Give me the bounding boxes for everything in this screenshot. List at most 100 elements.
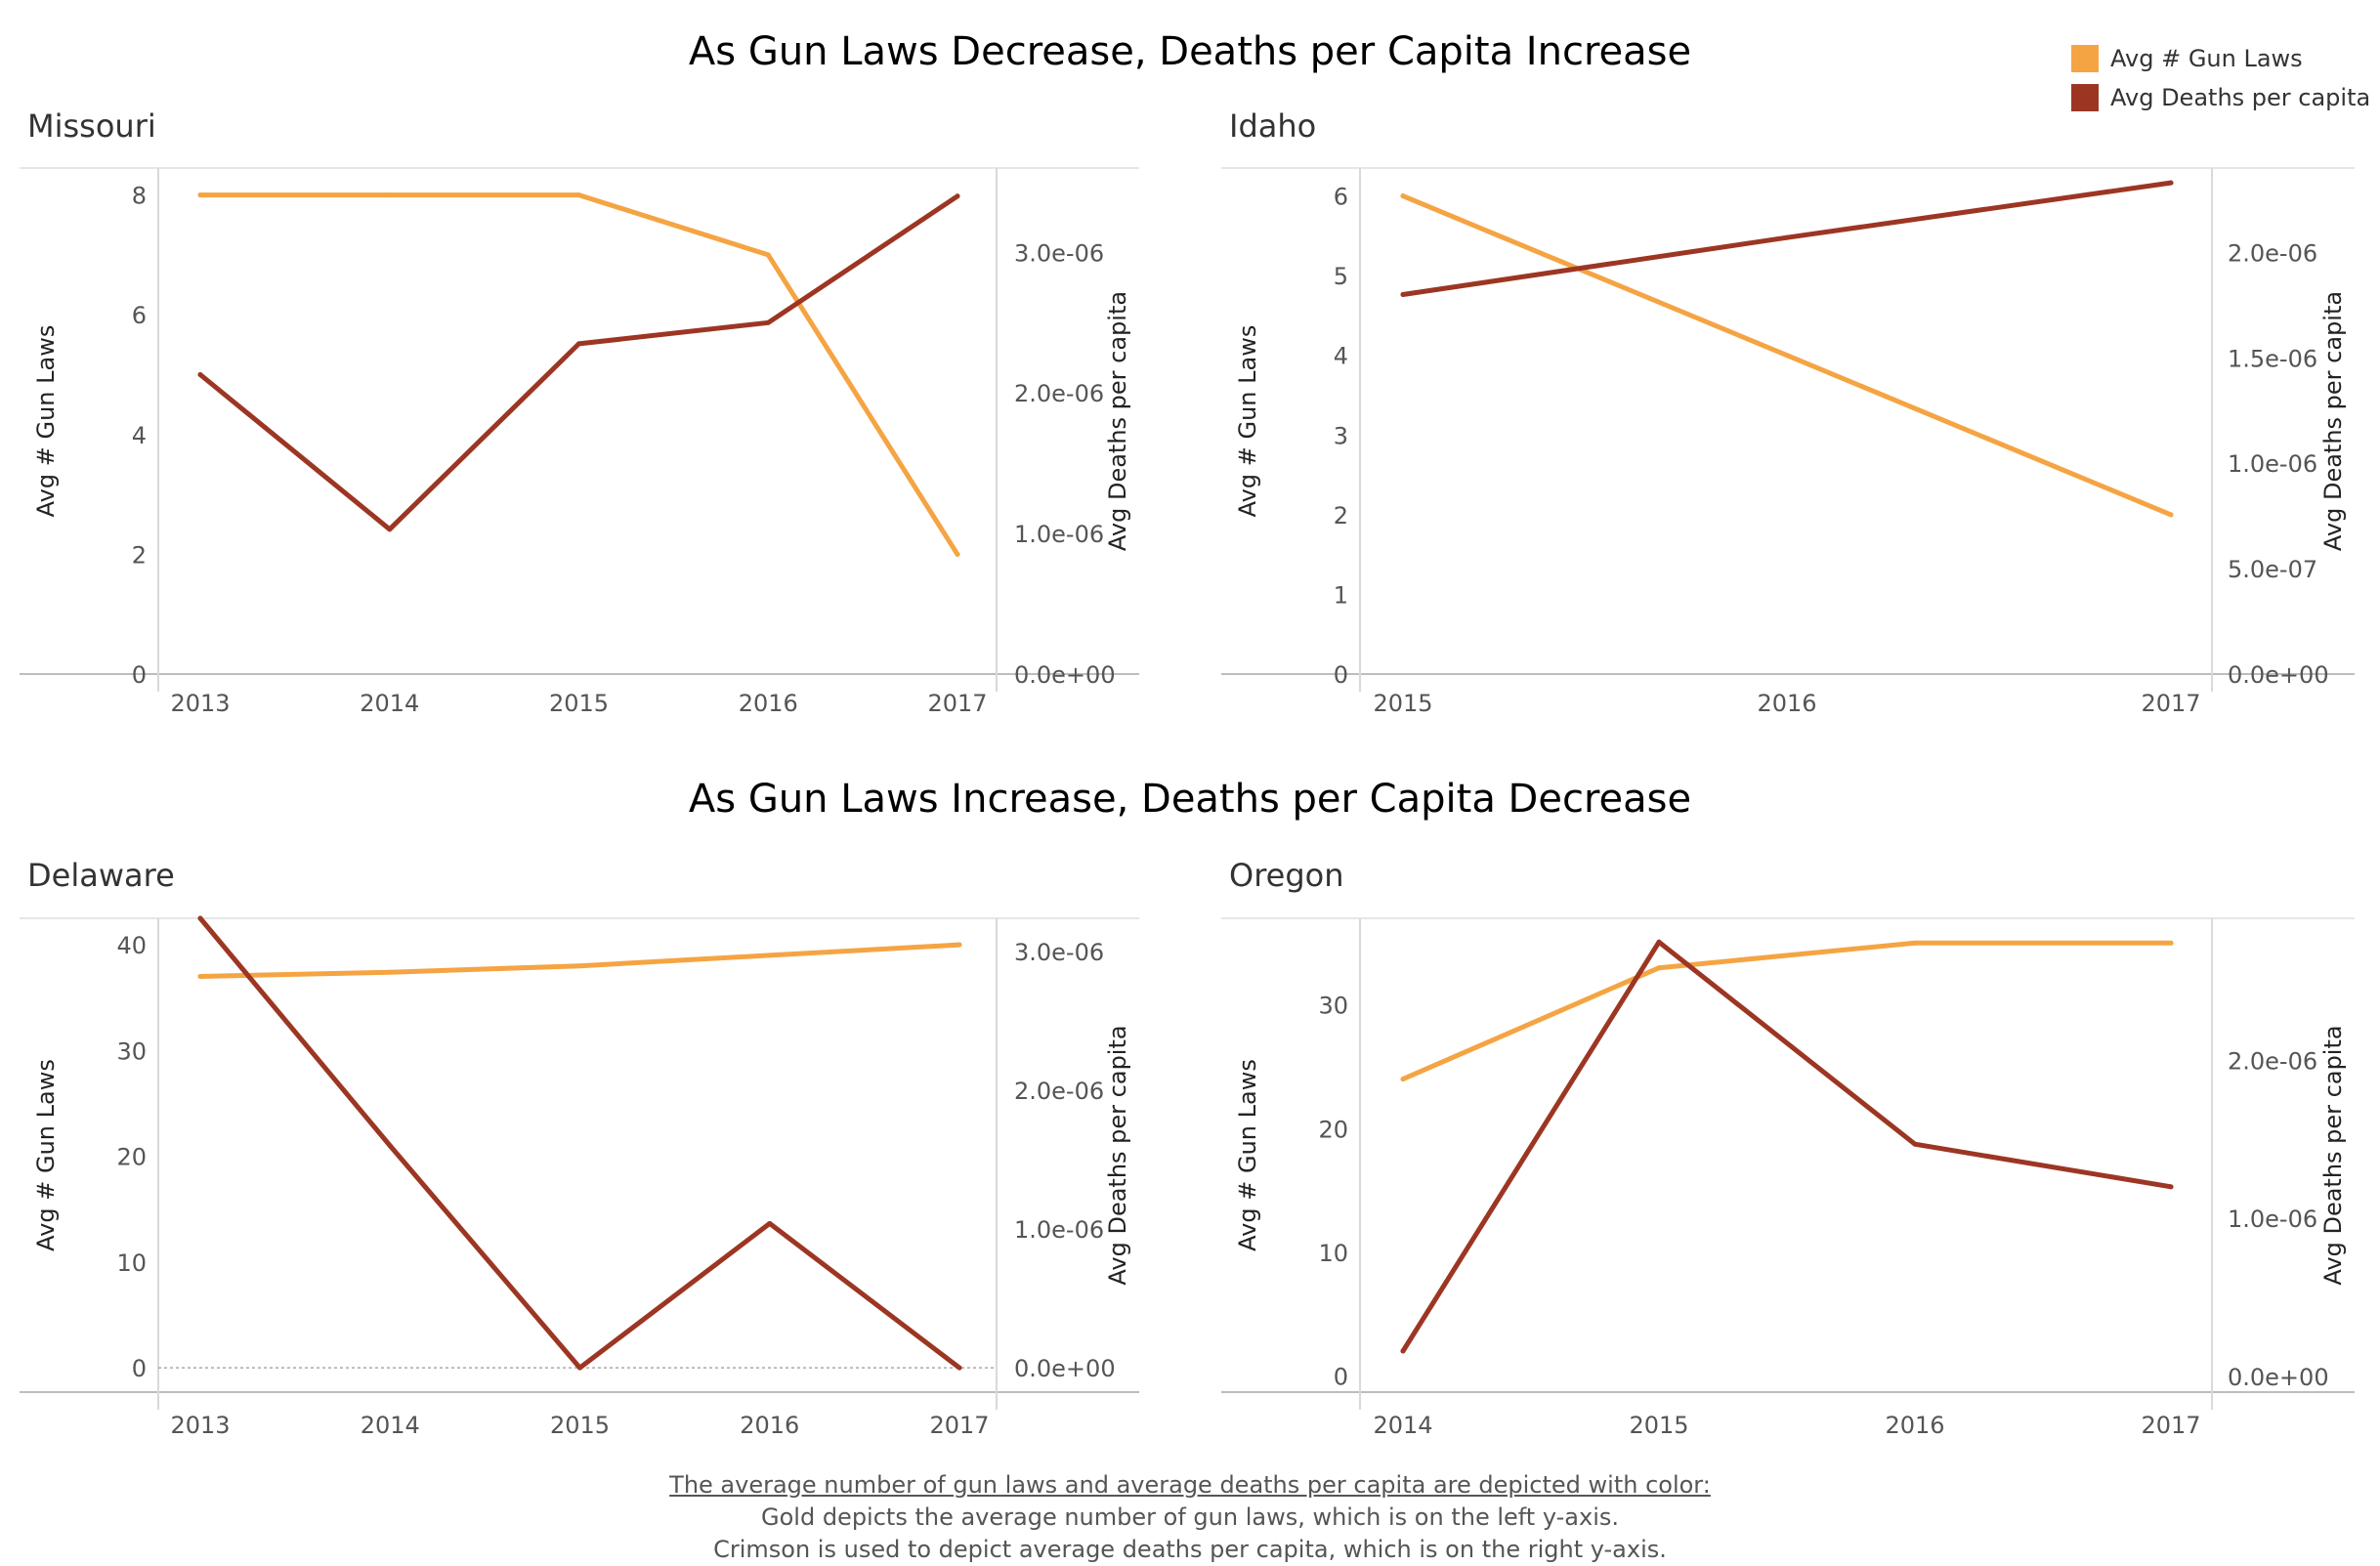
- y-tick-left-label: 20: [116, 1144, 147, 1171]
- footer-note: The average number of gun laws and avera…: [0, 1469, 2380, 1566]
- legend-swatch-gun-laws: [2071, 45, 2099, 72]
- y-tick-right-label: 0.0e+00: [1014, 661, 1116, 689]
- data-point-avg-deaths-per-capita: [387, 527, 393, 532]
- x-tick-label: 2014: [360, 690, 419, 717]
- legend-item-deaths: Avg Deaths per capita: [2071, 78, 2370, 117]
- y-axis-left-label: Avg # Gun Laws: [32, 1059, 60, 1251]
- y-axis-left-label: Avg # Gun Laws: [1234, 1059, 1261, 1251]
- footer-line-2: Gold depicts the average number of gun l…: [761, 1503, 1619, 1531]
- x-tick-label: 2016: [1885, 1412, 1944, 1439]
- chart-title-oregon: Oregon: [1229, 857, 1344, 894]
- x-tick-label: 2014: [1373, 1412, 1432, 1439]
- y-tick-right-label: 3.0e-06: [1014, 239, 1104, 267]
- y-tick-left-label: 5: [1334, 263, 1348, 290]
- y-axis-right-label: Avg Deaths per capita: [2319, 1025, 2347, 1285]
- y-tick-left-label: 2: [132, 541, 147, 569]
- data-point-avg-gun-laws: [1656, 965, 1662, 971]
- y-tick-left-label: 6: [1334, 184, 1348, 211]
- section-title-increase: As Gun Laws Increase, Deaths per Capita …: [688, 777, 1692, 822]
- data-point-avg-gun-laws: [387, 192, 393, 198]
- x-tick-label: 2017: [927, 690, 987, 717]
- data-point-avg-deaths-per-capita: [1656, 939, 1662, 945]
- y-tick-left-label: 30: [116, 1037, 147, 1065]
- data-point-avg-gun-laws: [955, 551, 960, 557]
- data-point-avg-deaths-per-capita: [197, 915, 203, 921]
- data-point-avg-deaths-per-capita: [2168, 1184, 2174, 1190]
- series-line-avg-gun-laws-delaware: [197, 942, 962, 979]
- legend: Avg # Gun Laws Avg Deaths per capita: [2071, 39, 2370, 117]
- data-point-avg-deaths-per-capita: [765, 319, 771, 325]
- data-point-avg-gun-laws: [765, 252, 771, 258]
- x-tick-label: 2016: [1757, 690, 1816, 717]
- data-point-avg-deaths-per-capita: [387, 1143, 393, 1149]
- y-tick-right-label: 0.0e+00: [2228, 1364, 2329, 1391]
- data-point-avg-gun-laws: [956, 942, 962, 948]
- footer-line-1: The average number of gun laws and avera…: [669, 1471, 1711, 1499]
- x-tick-label: 2015: [1629, 1412, 1688, 1439]
- y-tick-right-label: 1.0e-06: [1014, 521, 1104, 548]
- legend-label-deaths: Avg Deaths per capita: [2110, 84, 2371, 111]
- footer-line-3: Crimson is used to depict average deaths…: [713, 1536, 1667, 1563]
- x-tick-label: 2015: [550, 1412, 610, 1439]
- chart-title-missouri: Missouri: [27, 107, 156, 145]
- y-tick-left-label: 10: [116, 1249, 147, 1277]
- y-tick-left-label: 4: [132, 422, 147, 449]
- y-tick-left-label: 2: [1334, 502, 1348, 529]
- y-tick-right-label: 1.0e-06: [2228, 450, 2317, 478]
- y-tick-right-label: 2.0e-06: [2228, 239, 2317, 267]
- y-tick-right-label: 2.0e-06: [1014, 380, 1104, 407]
- y-tick-left-label: 0: [132, 661, 147, 689]
- data-point-avg-deaths-per-capita: [1912, 1141, 1918, 1147]
- data-point-avg-gun-laws: [2168, 940, 2174, 946]
- y-tick-left-label: 3: [1334, 422, 1348, 449]
- legend-label-gun-laws: Avg # Gun Laws: [2110, 45, 2303, 72]
- y-tick-right-label: 1.0e-06: [1014, 1216, 1104, 1244]
- data-point-avg-deaths-per-capita: [577, 1365, 582, 1371]
- y-tick-right-label: 2.0e-06: [2228, 1048, 2317, 1076]
- y-axis-left-label: Avg # Gun Laws: [32, 325, 60, 518]
- y-axis-left-label: Avg # Gun Laws: [1234, 325, 1261, 518]
- data-point-avg-gun-laws: [197, 192, 203, 198]
- x-tick-label: 2017: [929, 1412, 989, 1439]
- y-tick-left-label: 8: [132, 183, 147, 210]
- data-point-avg-gun-laws: [576, 192, 581, 198]
- y-tick-left-label: 0: [1334, 1364, 1348, 1391]
- y-tick-left-label: 40: [116, 932, 147, 959]
- data-point-avg-deaths-per-capita: [576, 341, 581, 347]
- x-tick-label: 2014: [361, 1412, 420, 1439]
- y-tick-left-label: 0: [1334, 661, 1348, 689]
- x-tick-label: 2015: [1373, 690, 1432, 717]
- data-point-avg-gun-laws: [767, 952, 773, 958]
- chart-title-idaho: Idaho: [1229, 107, 1316, 145]
- series-line-avg-deaths-per-capita-missouri: [197, 193, 960, 532]
- y-tick-left-label: 1: [1334, 581, 1348, 609]
- section-title-decrease: As Gun Laws Decrease, Deaths per Capita …: [688, 29, 1692, 74]
- x-tick-label: 2017: [2141, 690, 2200, 717]
- data-point-avg-deaths-per-capita: [2168, 180, 2174, 186]
- series-line-avg-deaths-per-capita-delaware: [197, 915, 962, 1371]
- y-tick-left-label: 30: [1318, 993, 1348, 1020]
- series-line-avg-deaths-per-capita-oregon: [1400, 939, 2174, 1354]
- data-point-avg-gun-laws: [1784, 353, 1790, 359]
- y-tick-right-label: 1.0e-06: [2228, 1206, 2317, 1233]
- x-tick-label: 2015: [549, 690, 609, 717]
- y-tick-right-label: 1.5e-06: [2228, 345, 2317, 372]
- x-tick-label: 2016: [739, 690, 798, 717]
- x-tick-label: 2017: [2141, 1412, 2200, 1439]
- data-point-avg-gun-laws: [1912, 940, 1918, 946]
- y-axis-right-label: Avg Deaths per capita: [2319, 291, 2347, 551]
- data-point-avg-gun-laws: [1400, 1077, 1406, 1082]
- data-point-avg-deaths-per-capita: [1784, 234, 1790, 240]
- data-point-avg-deaths-per-capita: [197, 372, 203, 378]
- legend-swatch-deaths: [2071, 84, 2099, 111]
- y-tick-left-label: 4: [1334, 343, 1348, 370]
- series-line-avg-gun-laws-oregon: [1400, 940, 2174, 1082]
- y-tick-right-label: 2.0e-06: [1014, 1078, 1104, 1105]
- chart-title-delaware: Delaware: [27, 857, 175, 894]
- y-tick-left-label: 0: [132, 1355, 147, 1382]
- data-point-avg-deaths-per-capita: [1400, 1348, 1406, 1354]
- data-point-avg-deaths-per-capita: [956, 1365, 962, 1371]
- x-tick-label: 2013: [170, 690, 230, 717]
- y-tick-right-label: 0.0e+00: [1014, 1355, 1116, 1382]
